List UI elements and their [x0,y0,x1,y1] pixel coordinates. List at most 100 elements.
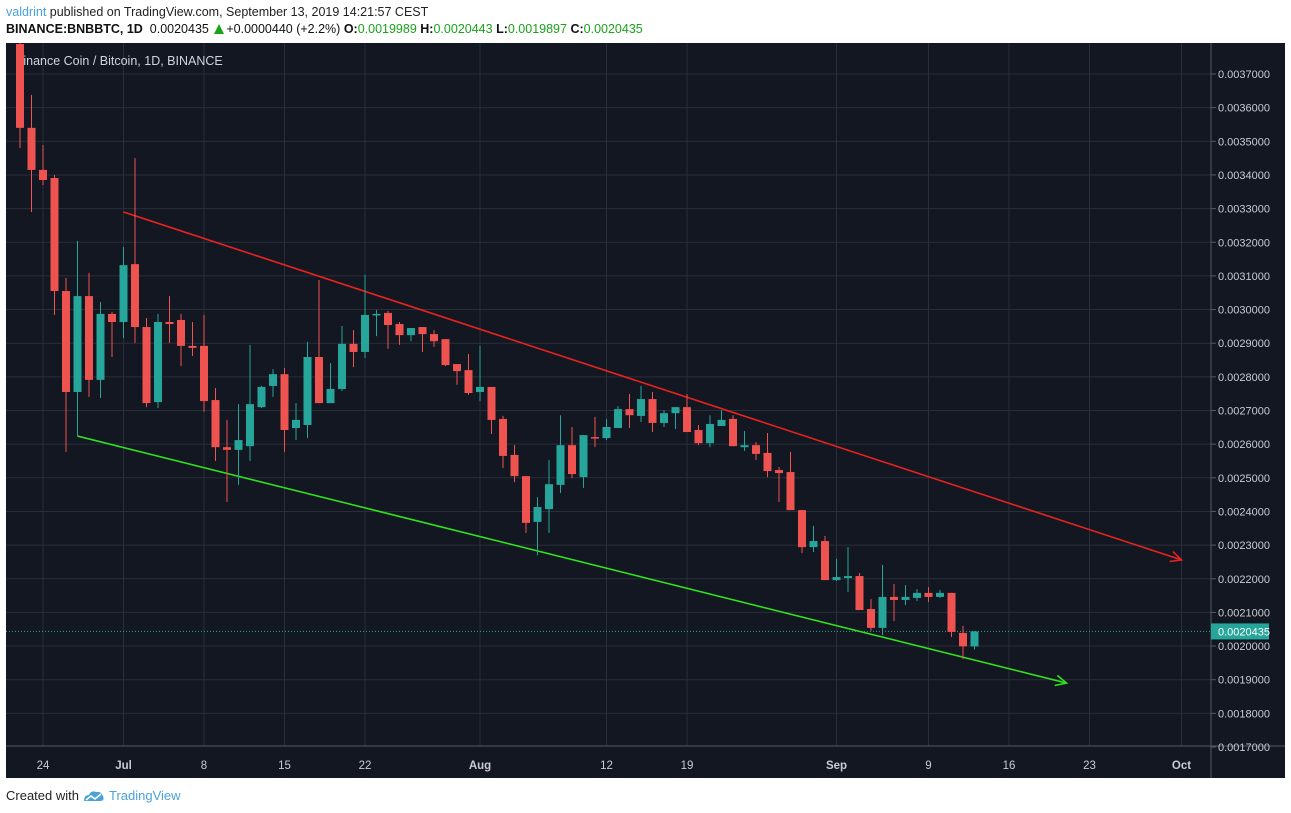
candle-down [821,536,829,581]
candle-body [315,356,323,404]
candle-down [16,43,24,149]
candle-body [740,445,749,448]
candle-up [292,403,300,441]
candle-down [694,424,703,446]
price-tick-label: 0.0021000 [1218,607,1270,619]
candle-body [349,343,358,352]
candle-body [234,440,243,450]
candle-body [303,356,312,425]
candle-up [119,246,128,339]
price-tick-label: 0.0017000 [1218,742,1270,754]
candle-down [510,445,519,483]
candle-body [257,386,266,408]
candle-body [131,264,139,328]
candle-body [384,312,392,326]
candle-body [188,345,197,348]
candle-down [441,339,450,367]
candle-down [763,433,772,478]
price-tick-label: 0.0035000 [1218,136,1270,148]
candle-body [108,313,116,323]
candle-body [786,472,795,511]
candle-up [556,415,565,493]
candle-body [39,169,47,180]
candle-down [165,296,174,343]
candle-down [280,368,289,452]
candle-down [924,587,933,602]
candle-body [924,592,933,597]
date-tick-label: 15 [278,760,291,772]
price-axis[interactable]: 0.0037000 0.0036000 0.0035000 0.0034000 0.00… [1211,69,1270,754]
price-tick-label: 0.0033000 [1218,204,1270,216]
candle-down [499,415,507,469]
candle-down [223,419,231,503]
candle-up [545,459,553,533]
candle-down [142,317,151,408]
candle-down [752,442,760,460]
candle-body [200,345,208,402]
price-tick-label: 0.0032000 [1218,237,1270,249]
candle-body [556,445,565,485]
candlestick-chart[interactable]: Binance Coin / Bitcoin, 1D, BINANCE 0.00… [6,43,1285,778]
time-axis[interactable]: 24 Jul 8 15 22 Aug 12 19 Sep 9 16 23 Oct [37,760,1192,772]
candle-body [568,445,576,475]
price-tick-label: 0.0029000 [1218,338,1270,350]
price-tick-label: 0.0023000 [1218,540,1270,552]
candle-body [660,413,668,423]
candle-body [476,386,484,392]
candle-body [867,609,875,628]
low-value: 0.0019897 [507,22,567,36]
candle-up [717,410,726,426]
candle-down [211,387,220,461]
price-tick-label: 0.0020000 [1218,641,1270,653]
candle-body [372,313,381,316]
candle-down [683,394,691,433]
candle-down [85,272,93,398]
date-tick-label: 12 [600,760,613,772]
candle-body [119,265,128,323]
price-tick-label: 0.0019000 [1218,675,1270,687]
candle-up [407,328,415,342]
candle-up [257,385,266,409]
candle-body [246,404,254,447]
candle-up [878,564,887,635]
candle-down [395,322,404,345]
candle-body [223,447,231,450]
candle-body [832,577,841,581]
candle-up [303,341,312,439]
candle-up [740,431,749,451]
tradingview-link[interactable]: TradingView [108,788,181,803]
price-tick-label: 0.0018000 [1218,708,1270,720]
candle-down [315,279,323,404]
candle-body [510,454,519,477]
candle-body [142,327,151,404]
candle-body [487,386,496,420]
candle-body [545,484,553,510]
candle-up [154,313,162,409]
trendlines [77,211,1184,687]
close-value: 0.0020435 [583,22,643,36]
grid [6,43,1211,746]
author-link[interactable]: valdrint [6,5,47,19]
date-tick-label: 19 [681,760,694,772]
open-value: 0.0019989 [357,22,417,36]
candle-down [39,145,47,186]
candle-down [947,592,956,637]
candle-body [165,322,174,325]
candle-down [775,467,783,503]
date-tick-label: Sep [826,760,847,772]
candle-body [154,322,162,403]
candle-body [648,399,657,423]
candle-down [108,311,116,357]
candle-up [706,415,714,448]
candle-down [27,94,36,212]
candle-body [763,452,772,472]
candle-down [648,391,657,433]
candle-body [211,400,220,448]
candle-body [901,596,910,600]
candle-body [418,327,427,335]
candle-down [418,327,427,352]
candle-body [890,596,898,600]
date-tick-label: 24 [37,760,50,772]
price-tick-label: 0.0034000 [1218,170,1270,182]
last-price: 0.0020435 [149,22,209,36]
